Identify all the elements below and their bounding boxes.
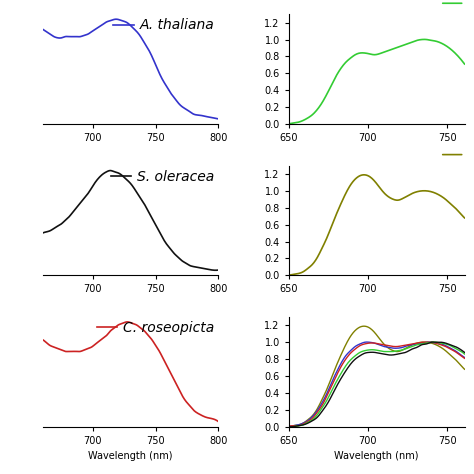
Legend: A. thaliana: A. thaliana xyxy=(113,18,214,32)
Legend: C. roseopicta: C. roseopicta xyxy=(97,321,214,335)
X-axis label: Wavelength (nm): Wavelength (nm) xyxy=(88,451,173,461)
Legend: S. oleracea: S. oleracea xyxy=(110,170,214,184)
X-axis label: Wavelength (nm): Wavelength (nm) xyxy=(334,451,419,461)
